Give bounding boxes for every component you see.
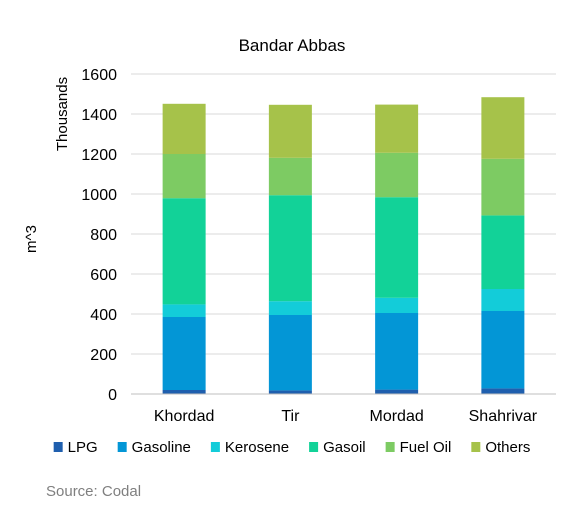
y-tick-label: 600 xyxy=(90,267,117,284)
legend-item: LPG xyxy=(53,439,98,456)
legend-item: Others xyxy=(471,439,530,456)
bar-segment-others xyxy=(268,104,312,158)
bar-segment-gasoline xyxy=(268,315,312,391)
legend-label: Gasoil xyxy=(323,439,366,456)
bar-segment-kerosene xyxy=(162,304,206,317)
y-tick-label: 1200 xyxy=(81,147,117,164)
bar-segment-others xyxy=(375,104,419,153)
bar-segment-lpg xyxy=(162,390,206,394)
legend-label: LPG xyxy=(68,439,98,456)
bar-segment-others xyxy=(481,97,525,159)
bar-segment-kerosene xyxy=(375,297,419,313)
bar-segment-gasoil xyxy=(162,198,206,305)
bar-segment-lpg xyxy=(375,389,419,394)
bar-segment-gasoil xyxy=(481,215,525,289)
legend-swatch xyxy=(117,442,127,452)
bar-segment-fuel-oil xyxy=(268,157,312,196)
legend-item: Fuel Oil xyxy=(385,439,452,456)
bar-segment-kerosene xyxy=(481,289,525,311)
bar-segment-lpg xyxy=(481,388,525,394)
bar-segment-lpg xyxy=(268,390,312,394)
bar-segment-gasoline xyxy=(162,317,206,390)
bar-segment-others xyxy=(162,103,206,154)
bar-segment-fuel-oil xyxy=(375,152,419,198)
legend: LPG Gasoline Kerosene Gasoil Fuel Oil Others xyxy=(53,439,530,456)
bar-segment-gasoline xyxy=(375,313,419,390)
legend-label: Kerosene xyxy=(225,439,289,456)
x-tick-label: Khordad xyxy=(154,408,215,425)
bars xyxy=(162,97,525,394)
y-axis-ticks: 0 200 400 600 800 1000 1200 1400 1600 xyxy=(81,67,117,404)
legend-swatch xyxy=(309,442,319,452)
y-axis-label: m^3 xyxy=(23,225,40,253)
bar-segment-gasoil xyxy=(268,195,312,302)
y-tick-label: 1400 xyxy=(81,107,117,124)
y-axis-unit-label: Thousands xyxy=(54,77,71,151)
bar-segment-kerosene xyxy=(268,301,312,315)
y-tick-label: 800 xyxy=(90,227,117,244)
legend-swatch xyxy=(53,442,63,452)
legend-item: Kerosene xyxy=(210,439,289,456)
y-tick-label: 200 xyxy=(90,347,117,364)
legend-swatch xyxy=(385,442,395,452)
legend-item: Gasoline xyxy=(117,439,191,456)
legend-swatch xyxy=(210,442,220,452)
legend-item: Gasoil xyxy=(309,439,366,456)
legend-label: Others xyxy=(485,439,530,456)
x-tick-label: Mordad xyxy=(370,408,424,425)
bar-segment-fuel-oil xyxy=(481,158,525,216)
bar-segment-gasoline xyxy=(481,311,525,389)
legend-label: Fuel Oil xyxy=(400,439,452,456)
y-tick-label: 0 xyxy=(108,387,117,404)
source-note: Source: Codal xyxy=(46,483,142,500)
x-tick-label: Tir xyxy=(281,408,300,425)
bar-segment-gasoil xyxy=(375,197,419,298)
legend-label: Gasoline xyxy=(132,439,191,456)
chart-title: Bandar Abbas xyxy=(239,36,346,55)
bar-segment-fuel-oil xyxy=(162,154,206,199)
x-tick-label: Shahrivar xyxy=(469,408,538,425)
y-tick-label: 1000 xyxy=(81,187,117,204)
y-tick-label: 400 xyxy=(90,307,117,324)
y-tick-label: 1600 xyxy=(81,67,117,84)
x-axis-ticks: Khordad Tir Mordad Shahrivar xyxy=(154,408,538,425)
legend-swatch xyxy=(471,442,481,452)
